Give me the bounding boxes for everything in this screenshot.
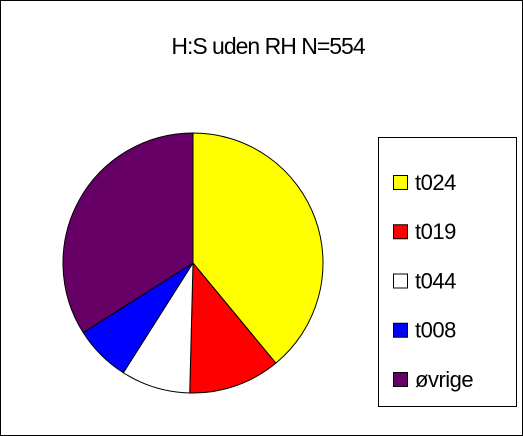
pie-slice [62, 132, 194, 334]
legend-swatch [393, 322, 408, 338]
legend-label: t019 [415, 219, 456, 244]
pie-slice [189, 261, 277, 394]
legend-swatch [393, 372, 408, 387]
legend-label: øvrige [415, 367, 473, 392]
legend-label: t008 [415, 318, 456, 343]
legend-swatch [393, 273, 408, 289]
pie-slice [192, 132, 324, 364]
legend-swatch [393, 224, 408, 240]
legend-swatch [393, 175, 408, 190]
legend-label: t024 [415, 170, 456, 195]
chart-title: H:S uden RH N=554 [171, 33, 366, 59]
legend-label: t044 [415, 268, 456, 293]
